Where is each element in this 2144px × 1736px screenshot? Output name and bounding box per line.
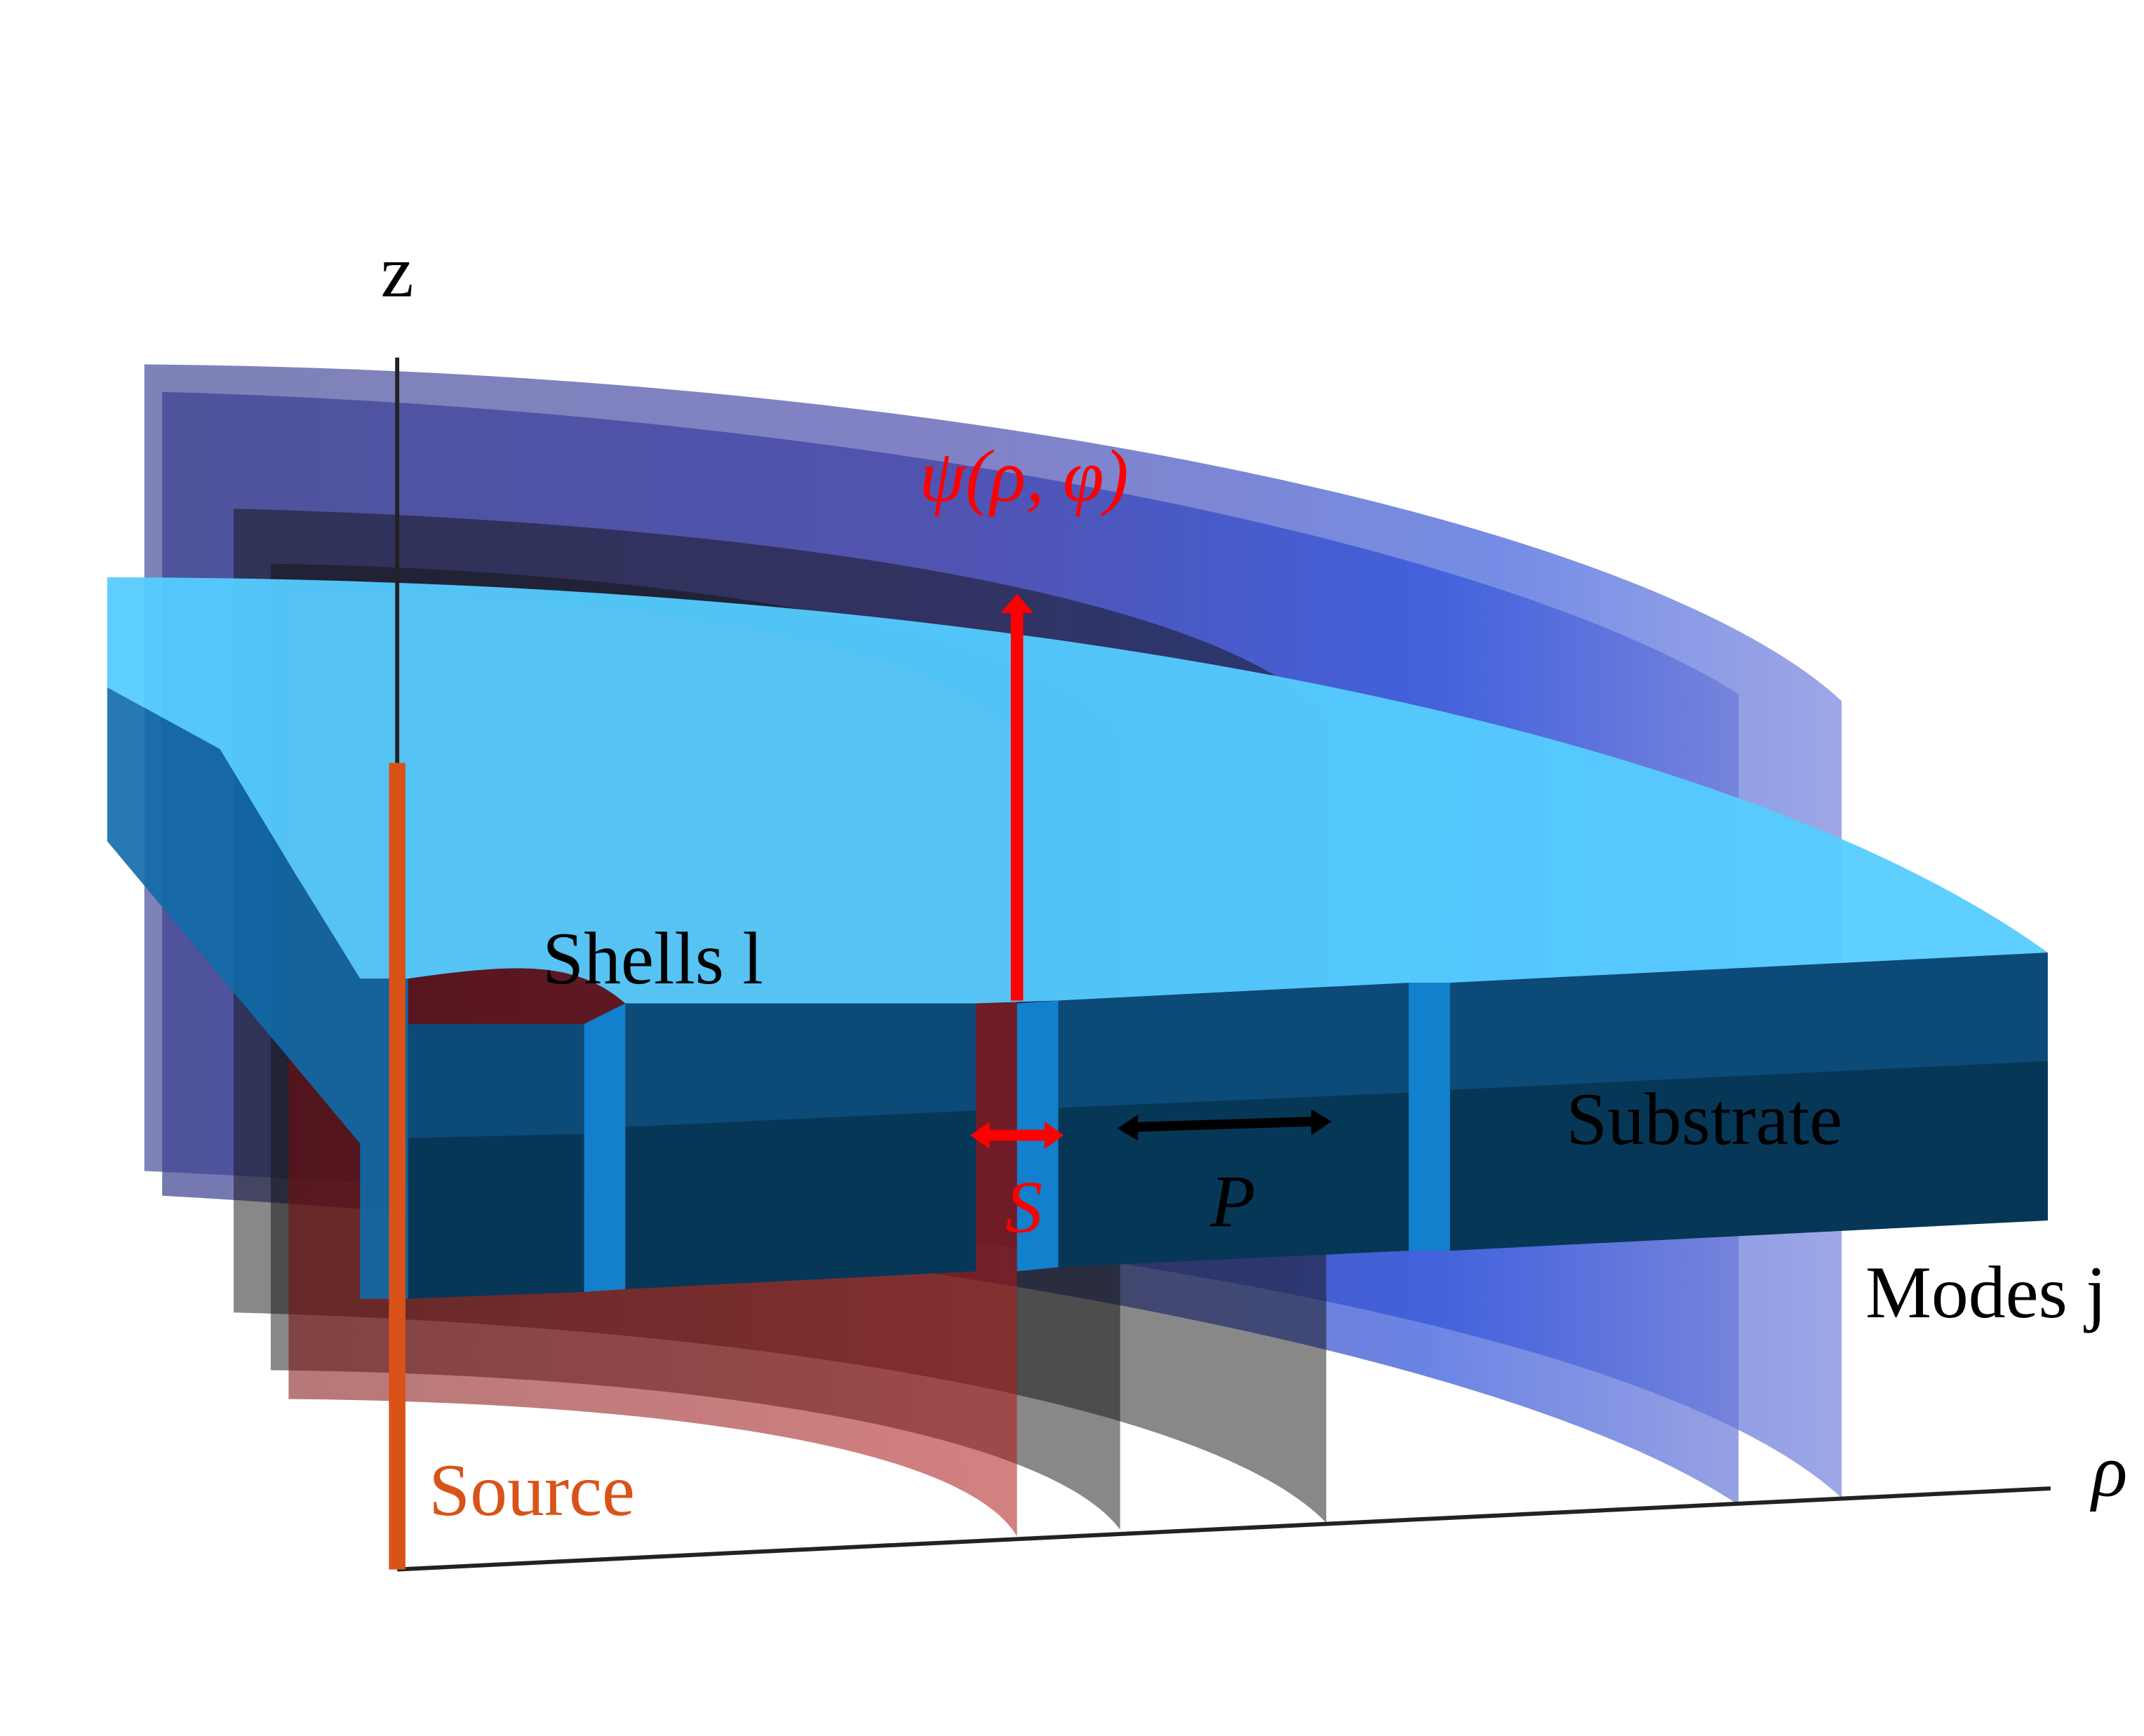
- groove: [1408, 983, 1450, 1251]
- disk: [107, 577, 2048, 1299]
- z-label: z: [381, 230, 414, 312]
- modes-label: Modes j: [1865, 1251, 2107, 1333]
- groove: [584, 1003, 626, 1292]
- arrow-head: [970, 1121, 1064, 1150]
- field-label: ψ(ρ, φ): [919, 435, 1128, 517]
- arrows: [970, 593, 1332, 1150]
- period-label: P: [1210, 1161, 1256, 1243]
- source-label: Source: [429, 1449, 635, 1531]
- disk-side: [107, 577, 408, 1299]
- shells-label: Shells l: [542, 917, 763, 1000]
- substrate-label: Substrate: [1566, 1078, 1842, 1160]
- arrow-head: [1000, 593, 1034, 614]
- source-bar: [389, 762, 406, 1570]
- block-face: [408, 1133, 584, 1299]
- rho-axis: [396, 1486, 2051, 1572]
- period-arrow: [1134, 1117, 1314, 1132]
- block-face: [625, 1110, 976, 1289]
- block-face: [1449, 1061, 2048, 1251]
- block-face: [1058, 1092, 1409, 1267]
- spacing-label: S: [1005, 1166, 1043, 1248]
- disk-top: [107, 577, 2048, 1004]
- rho-label: ρ: [2090, 1430, 2128, 1512]
